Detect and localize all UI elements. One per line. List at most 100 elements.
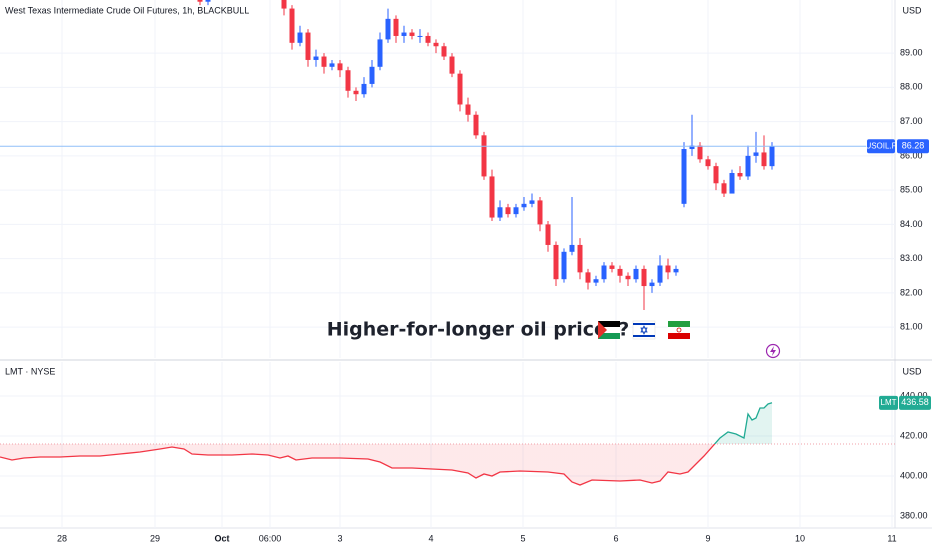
candle-body (281, 0, 287, 9)
last-price-label: 436.58 (901, 397, 929, 407)
symbol-badge (879, 395, 898, 410)
candle-body (625, 275, 631, 280)
candle-body (409, 32, 415, 36)
lmt-title: LMT · NYSE (5, 366, 55, 376)
currency[interactable]: USD (902, 366, 922, 376)
candle-body (345, 70, 351, 91)
candle-body (369, 66, 375, 84)
candle-body (481, 135, 487, 177)
y-tick-label: 83.00 (900, 253, 923, 263)
candle-body (313, 56, 319, 60)
candle-body (729, 173, 735, 194)
candle-body (561, 251, 567, 280)
candle-body (601, 265, 607, 280)
candle-body (329, 63, 335, 67)
candle-body (649, 282, 655, 287)
y-tick-label: 85.00 (900, 185, 923, 195)
lmt-pane (0, 362, 895, 528)
candle-body (457, 73, 463, 105)
candle-body (377, 39, 383, 67)
candle-body (617, 268, 623, 276)
candle-body (665, 265, 671, 273)
candle-body (737, 173, 743, 177)
symbol-label: USOIL.F (865, 141, 896, 150)
candle-body (205, 0, 211, 2)
candle-body (401, 32, 407, 36)
candle-body (641, 268, 647, 287)
x-tick-label: 11 (887, 533, 896, 543)
candle-body (473, 114, 479, 136)
candle-body (385, 18, 391, 40)
candle-body (713, 166, 719, 184)
x-tick-label: 3 (337, 533, 342, 543)
candle-body (197, 0, 203, 2)
x-tick-label: 5 (520, 533, 525, 543)
flag-iran (668, 321, 690, 339)
baseline-area (0, 402, 772, 485)
candle-body (609, 265, 615, 269)
x-tick-label: 06:00 (259, 533, 282, 543)
candle-body (521, 203, 527, 208)
price-badge (899, 395, 931, 410)
candle-body (393, 18, 399, 36)
x-tick-label: 9 (705, 533, 710, 543)
candle-body (745, 155, 751, 177)
y-tick-label: 440.00 (900, 390, 928, 400)
candle-body (553, 244, 559, 280)
candle-body (305, 32, 311, 60)
candle-body (441, 46, 447, 57)
last-price-label: 86.28 (902, 141, 925, 151)
x-tick-label: 6 (613, 533, 618, 543)
x-tick-label: 29 (150, 533, 160, 543)
candle-body (361, 83, 367, 95)
candle-body (353, 90, 359, 95)
flag-israel (632, 320, 656, 340)
candle-body (769, 146, 775, 167)
y-tick-label: 84.00 (900, 219, 923, 229)
overlay: West Texas Intermediate Crude Oil Future… (5, 5, 931, 543)
price-badge (897, 139, 929, 154)
candle-body (321, 56, 327, 67)
candle-body (569, 244, 575, 252)
y-tick-label: 82.00 (900, 287, 923, 297)
y-tick-label: 380.00 (900, 510, 928, 520)
price-scale (895, 0, 932, 550)
currency[interactable]: USD (902, 5, 922, 15)
candle-body (449, 56, 455, 74)
x-tick-label: 10 (795, 533, 805, 543)
symbol-label: LMT (881, 398, 897, 407)
y-tick-label: 86.00 (900, 150, 923, 160)
y-tick-label: 420.00 (900, 430, 928, 440)
candle-body (497, 207, 503, 218)
candle-body (753, 152, 759, 156)
candle-body (673, 268, 679, 273)
candle-body (505, 207, 511, 215)
candle-body (633, 268, 639, 280)
candle-body (465, 104, 471, 115)
candle-body (433, 42, 439, 47)
candle-body (761, 152, 767, 167)
candle-body (705, 159, 711, 167)
candle-body (513, 207, 519, 215)
x-tick-label: 4 (428, 533, 433, 543)
y-tick-label: 88.00 (900, 82, 923, 92)
candle-body (297, 32, 303, 43)
price-pane (0, 0, 895, 358)
lightning-icon[interactable] (765, 343, 781, 359)
candle-body (529, 200, 535, 204)
y-tick-label: 400.00 (900, 470, 928, 480)
candle-body (585, 272, 591, 283)
candle-body (425, 35, 431, 43)
candle-body (337, 63, 343, 71)
symbol-badge (867, 139, 895, 154)
candle-body (417, 35, 423, 37)
candle-body (593, 279, 599, 283)
x-tick-label: Oct (214, 533, 229, 543)
candle-body (545, 224, 551, 245)
candle-body (289, 8, 295, 43)
y-tick-label: 81.00 (900, 322, 923, 332)
candle-body (721, 183, 727, 194)
y-tick-label: 89.00 (900, 47, 923, 57)
chart-title: West Texas Intermediate Crude Oil Future… (5, 5, 249, 15)
